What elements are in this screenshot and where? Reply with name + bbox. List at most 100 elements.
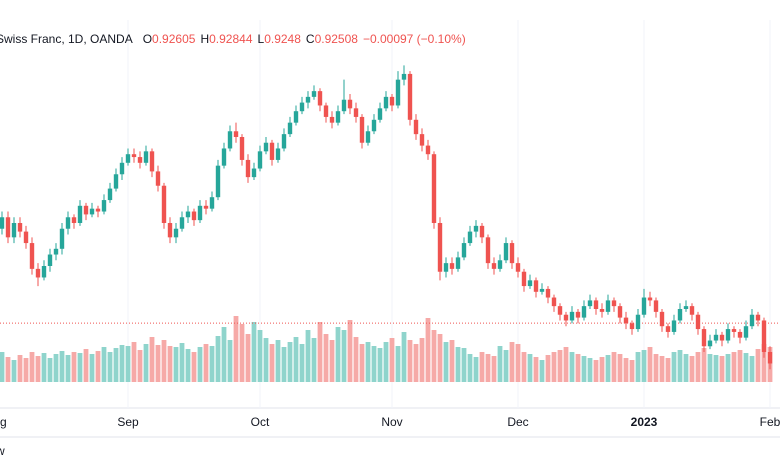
candle-body xyxy=(719,334,725,341)
x-tick-label: Feb xyxy=(760,415,780,429)
volume-bar xyxy=(197,347,203,382)
candle-body xyxy=(281,134,287,149)
volume-bar xyxy=(0,352,5,382)
volume-bar xyxy=(593,360,599,382)
candle-body xyxy=(89,208,95,215)
candle-body xyxy=(23,231,29,244)
volume-bar xyxy=(191,352,197,382)
volume-bar xyxy=(629,360,635,382)
candle-body xyxy=(677,309,683,321)
candle-body xyxy=(755,314,761,321)
volume-bar xyxy=(383,342,389,382)
volume-bar xyxy=(467,354,473,382)
volume-bar xyxy=(257,330,263,382)
volume-bar xyxy=(83,349,89,382)
volume-bar xyxy=(227,340,233,382)
candle-body xyxy=(101,200,107,212)
volume-bar xyxy=(461,348,467,382)
volume-bar xyxy=(473,357,479,382)
volume-bar xyxy=(719,356,725,382)
candle-body xyxy=(413,119,419,135)
candle-body xyxy=(311,91,317,97)
candle-body xyxy=(689,306,695,315)
candle-body xyxy=(509,243,515,264)
candle-body xyxy=(299,102,305,112)
candle-body xyxy=(623,317,629,324)
chart-title: Swiss Franc, 1D, OANDA xyxy=(0,32,133,46)
volume-bar xyxy=(509,342,515,382)
volume-bar xyxy=(623,358,629,382)
candle-body xyxy=(125,154,131,163)
legend-key: C xyxy=(306,32,315,46)
volume-bar xyxy=(377,348,383,382)
volume-bar xyxy=(5,357,11,382)
candle-body xyxy=(455,257,461,269)
candle-body xyxy=(491,263,497,269)
candle-body xyxy=(173,228,179,238)
candle-body xyxy=(407,73,413,120)
candle-body xyxy=(5,217,11,238)
candle-body xyxy=(41,266,47,278)
candle-body xyxy=(695,314,701,330)
candle-body xyxy=(437,223,443,272)
volume-bar xyxy=(527,354,533,382)
candle-body xyxy=(329,116,335,123)
volume-bar xyxy=(479,352,485,382)
x-tick-label: Oct xyxy=(251,415,270,429)
candle-body xyxy=(209,197,215,209)
candle-body xyxy=(269,142,275,160)
candle-body xyxy=(605,300,611,312)
volume-bar xyxy=(485,354,491,382)
volume-bar xyxy=(365,342,371,382)
candle-body xyxy=(239,137,245,160)
candle-body xyxy=(77,205,83,223)
candle-body xyxy=(137,157,143,163)
volume-bar xyxy=(539,360,545,382)
volume-bar xyxy=(269,344,275,382)
candle-body xyxy=(365,131,371,143)
volume-bar xyxy=(689,356,695,382)
candle-body xyxy=(401,73,407,80)
volume-bar xyxy=(317,322,323,382)
candle-body xyxy=(227,131,233,149)
candle-body xyxy=(245,159,251,178)
candle-body xyxy=(371,119,377,132)
volume-bar xyxy=(587,358,593,382)
candle-body xyxy=(515,263,521,272)
candle-body xyxy=(341,99,347,112)
volume-bar xyxy=(389,338,395,382)
candle-body xyxy=(539,288,545,292)
candle-body xyxy=(377,108,383,120)
volume-bar xyxy=(119,345,125,382)
volume-bar xyxy=(113,348,119,382)
volume-bar xyxy=(521,352,527,382)
volume-bar xyxy=(599,357,605,382)
volume-bar xyxy=(533,357,539,382)
candle-body xyxy=(647,297,653,301)
volume-bar xyxy=(29,352,35,382)
volume-bar xyxy=(371,346,377,382)
candle-body xyxy=(629,323,635,330)
volume-bar xyxy=(305,330,311,382)
candle-body xyxy=(287,122,293,135)
candle-body xyxy=(461,243,467,258)
candle-body xyxy=(131,154,137,158)
candle-body xyxy=(11,223,17,238)
candle-body xyxy=(197,205,203,221)
volume-bar xyxy=(251,322,257,382)
volume-bar xyxy=(335,327,341,382)
legend-value: 0.92508 xyxy=(315,32,359,46)
candle-body xyxy=(359,116,365,143)
volume-bar xyxy=(401,332,407,382)
volume-bar xyxy=(353,337,359,382)
candle-body xyxy=(191,211,197,221)
candle-body xyxy=(449,263,455,269)
candle-body xyxy=(737,331,743,338)
volume-bar xyxy=(23,358,29,382)
volume-bar xyxy=(641,350,647,382)
x-tick-label: Dec xyxy=(507,415,528,429)
volume-bar xyxy=(71,352,77,382)
volume-bar xyxy=(659,356,665,382)
volume-bar xyxy=(413,344,419,382)
